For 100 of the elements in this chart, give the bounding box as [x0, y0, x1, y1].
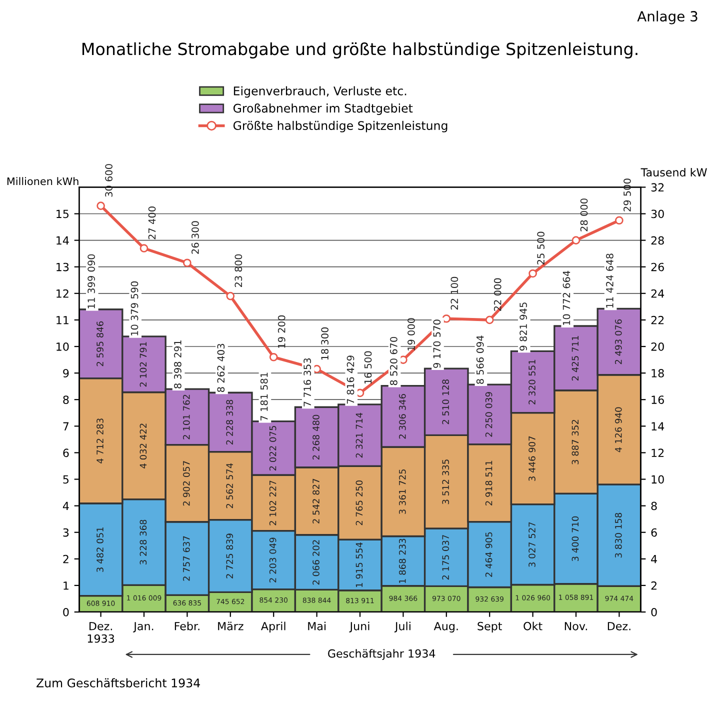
annotation: 2 102 227	[269, 480, 276, 526]
annotation: 3 830 158	[614, 512, 622, 558]
annotation: 29 500	[624, 178, 631, 212]
annotation: 27 400	[148, 206, 156, 240]
annotation: 18 300	[321, 327, 328, 360]
y2-tick-label: 10	[652, 475, 664, 484]
annotation: 2 918 511	[485, 460, 492, 506]
legend-label: Eigenverbrauch, Verluste etc.	[234, 86, 406, 98]
annotation: 2 562 574	[226, 463, 234, 508]
y2-tick-label: 8	[651, 502, 657, 510]
point	[96, 202, 105, 210]
x-tick-label: Sept	[478, 622, 502, 632]
annotation: 2 066 202	[312, 540, 320, 585]
total-label: 10 772 664	[562, 270, 570, 325]
x-tick-label: Mai	[308, 622, 326, 630]
y-tick-label: 10	[56, 342, 69, 351]
y2-tick-label: 16	[652, 396, 664, 404]
x-tick-label: Jan.	[133, 622, 154, 632]
total-label: 7 716 353	[304, 358, 311, 406]
annotation: 3 400 710	[572, 516, 579, 562]
point	[442, 314, 451, 323]
x-tick-label: Dez. 1933	[88, 622, 114, 643]
legend-label: Größte halbstündige Spitzenleistung	[233, 120, 448, 132]
y2-tick-label: 6	[651, 528, 657, 537]
legend-label: Großabnehmer im Stadtgebiet	[233, 104, 413, 115]
point	[140, 244, 148, 252]
total-label: 8 566 094	[476, 336, 484, 384]
annotation: 19 000	[408, 318, 415, 350]
annotation: 2 101 762	[182, 394, 190, 440]
y2-tick-label: 32	[651, 183, 664, 192]
annotation: 2 757 637	[182, 536, 190, 581]
text: Geschäftsjahr 1934	[328, 649, 436, 660]
annotation: 2 902 057	[182, 461, 190, 506]
annotation: 3 027 527	[528, 522, 536, 567]
y2-tick-label: 28	[651, 236, 664, 245]
annotation: 2 228 338	[226, 400, 234, 445]
y2-tick-label: 26	[651, 262, 664, 272]
annotation: 23 800	[234, 254, 242, 288]
total-label: 7 816 429	[346, 356, 354, 404]
total-label: 10 379 590	[130, 281, 138, 336]
annotation: 16 500	[364, 351, 372, 384]
annotation: 1 915 554	[356, 542, 363, 587]
y2-tick-label: 12	[652, 448, 664, 457]
annotation: 2 765 250	[356, 480, 363, 526]
annotation: 3 512 335	[442, 460, 450, 504]
y-tick-label: 1	[64, 582, 68, 590]
annotation: 4 126 940	[614, 407, 622, 452]
annotation: 2 102 791	[140, 342, 147, 387]
annotation: 2 250 039	[485, 392, 492, 437]
total-label: 8 398 291	[174, 340, 182, 388]
annotation: 2 595 846	[96, 321, 104, 366]
y-tick-label: 6	[63, 448, 69, 458]
annotation: 3 887 352	[572, 420, 579, 464]
y2-tick-label: 0	[651, 608, 657, 616]
y2-tick-label: 20	[651, 342, 664, 351]
point	[183, 258, 192, 268]
total-label: 8 262 403	[217, 344, 225, 392]
point	[269, 352, 278, 362]
x-tick-label: Juni	[349, 622, 370, 632]
y2-tick-label: 24	[651, 289, 664, 298]
text: Zum Geschäftsbericht 1934	[36, 678, 200, 688]
y-tick-label: 11	[56, 316, 68, 324]
y-tick-label: 5	[63, 475, 69, 484]
y2-tick-label: 18	[652, 369, 664, 378]
y-tick-label: 7	[63, 422, 69, 430]
y-tick-label: 0	[63, 608, 69, 616]
x-tick-label: Nov.	[564, 622, 587, 630]
point	[572, 236, 580, 244]
point	[485, 316, 494, 324]
annotation: 2 510 128	[442, 379, 450, 424]
point	[226, 292, 235, 300]
annotation: 2 542 827	[312, 478, 320, 524]
total-label: 8 520 670	[390, 336, 398, 386]
annotation: 3 482 051	[96, 527, 104, 572]
x-tick-label: März	[218, 622, 244, 630]
y2-tick-label: 14	[652, 422, 664, 430]
annotation: 3 361 725	[398, 469, 406, 514]
y2-tick-label: 22	[651, 316, 664, 324]
annotation: 4 032 422	[140, 424, 147, 468]
annotation: 2 203 049	[269, 538, 276, 582]
annotation: 25 500	[537, 232, 544, 264]
y2-axis-title: Tausend kW	[640, 168, 707, 177]
x-tick-label: Febr.	[174, 622, 200, 630]
total-label: 11 399 090	[88, 254, 95, 308]
chart-title: Monatliche Stromabgabe und größte halbstündige Spitzenleistung.	[82, 42, 638, 58]
y-tick-label: 13	[56, 262, 69, 272]
annotation: 2 268 480	[312, 414, 320, 460]
x-tick-label: Aug.	[434, 622, 458, 632]
annotation: 3 446 907	[528, 436, 536, 481]
x-tick-label: Okt	[524, 622, 542, 630]
y-tick-label: 3	[63, 528, 69, 537]
annotation: 4 712 283	[96, 418, 104, 464]
annotation: 1 868 233	[398, 538, 406, 584]
annotation: 22 000	[494, 278, 502, 311]
annotation: 28 000	[580, 198, 588, 232]
annotation: 2 022 075	[269, 426, 276, 470]
point	[528, 269, 537, 278]
annotation: 26 300	[192, 221, 199, 254]
total-label: 11 424 648	[606, 254, 614, 308]
y-tick-label: 12	[56, 289, 68, 298]
